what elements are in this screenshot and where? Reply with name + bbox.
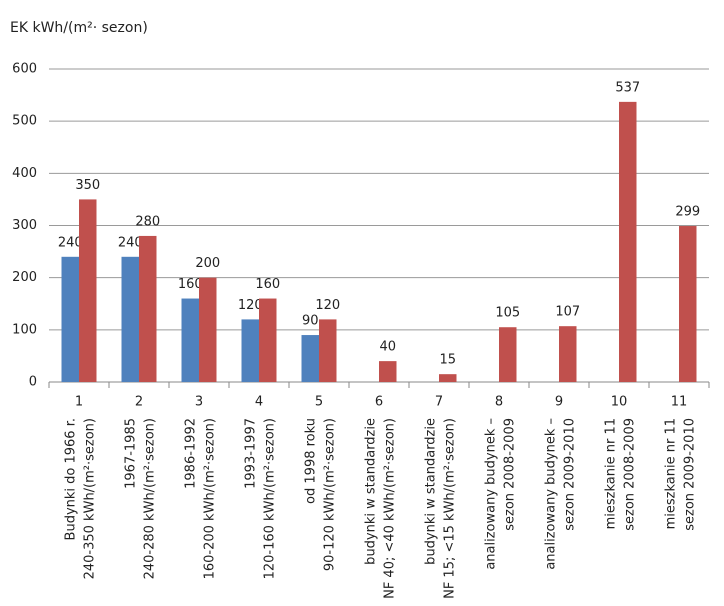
category-description: NF 40; <40 kWh/(m²·sezon): [383, 418, 398, 599]
data-label: 90: [302, 314, 319, 329]
bar: [139, 235, 157, 382]
category-description: 240-350 kWh/(m²·sezon): [83, 418, 98, 579]
category-description: 90-120 kWh/(m²·sezon): [323, 418, 338, 571]
category-description: NF 15; <15 kWh/(m²·sezon): [443, 418, 458, 599]
y-tick-label: 500: [12, 114, 37, 129]
x-tick-label: 2: [135, 395, 143, 410]
bar: [79, 199, 97, 382]
bar: [301, 335, 319, 382]
x-tick-label: 7: [435, 395, 443, 410]
data-label: 200: [195, 256, 220, 271]
category-description: 120-160 kWh/(m²·sezon): [263, 418, 278, 579]
data-label: 120: [238, 298, 263, 313]
x-tick-label: 9: [555, 395, 563, 410]
data-label: 120: [315, 298, 340, 313]
category-description: sezon 2008-2009: [503, 418, 518, 531]
bar: [619, 101, 637, 383]
category-description: budynki w standardzie: [364, 418, 379, 565]
bar: [439, 374, 457, 382]
bar: [679, 226, 697, 382]
x-tick-label: 4: [255, 395, 263, 410]
data-label: 107: [555, 305, 580, 320]
data-label: 280: [135, 214, 160, 229]
x-tick-label: 3: [195, 395, 203, 410]
category-description: budynki w standardzie: [424, 418, 439, 565]
category-description: sezon 2009-2010: [563, 418, 578, 531]
category-description: 1986-1992: [184, 418, 199, 489]
data-label: 105: [495, 306, 520, 321]
category-description: sezon 2008-2009: [623, 418, 638, 531]
y-axis-label: EK kWh/(m²· sezon): [10, 20, 148, 36]
y-tick-label: 600: [12, 62, 37, 77]
category-description: 160-200 kWh/(m²·sezon): [203, 418, 218, 579]
y-tick-label: 100: [12, 322, 37, 337]
y-tick-label: 400: [12, 166, 37, 181]
category-description: 1967-1985: [124, 418, 139, 489]
bar: [181, 298, 199, 382]
category-description: 1993-1997: [244, 418, 259, 489]
data-label: 160: [178, 277, 203, 292]
bar: [379, 361, 397, 382]
bar: [499, 327, 517, 382]
x-tick-label: 5: [315, 395, 323, 410]
data-label: 537: [615, 80, 640, 95]
y-tick-label: 300: [12, 218, 37, 233]
category-description: 240-280 kWh/(m²·sezon): [143, 418, 158, 579]
y-tick-label: 200: [12, 270, 37, 285]
category-description: mieszkanie nr 11: [664, 418, 679, 529]
bar: [121, 256, 139, 382]
data-label: 299: [675, 205, 700, 220]
bar: [241, 319, 259, 382]
bar: [559, 326, 577, 382]
category-description: mieszkanie nr 11: [604, 418, 619, 529]
category-description: sezon 2009-2010: [683, 418, 698, 531]
bar: [259, 298, 277, 382]
x-tick-label: 8: [495, 395, 503, 410]
data-label: 240: [58, 235, 83, 250]
y-tick-label: 0: [29, 375, 37, 390]
x-tick-label: 10: [611, 395, 628, 410]
category-description: Budynki do 1966 r.: [64, 418, 79, 540]
x-tick-label: 11: [671, 395, 688, 410]
data-label: 40: [379, 340, 396, 355]
data-label: 160: [255, 277, 280, 292]
data-label: 15: [439, 353, 456, 368]
x-tick-label: 6: [375, 395, 383, 410]
data-label: 240: [118, 235, 143, 250]
x-tick-label: 1: [75, 395, 83, 410]
category-description: od 1998 roku: [304, 418, 319, 504]
bar: [319, 319, 337, 382]
category-description: analizowany budynek –: [544, 418, 559, 570]
category-description: analizowany budynek –: [484, 418, 499, 570]
bar: [199, 277, 217, 382]
data-label: 350: [75, 178, 100, 193]
bar: [61, 256, 79, 382]
